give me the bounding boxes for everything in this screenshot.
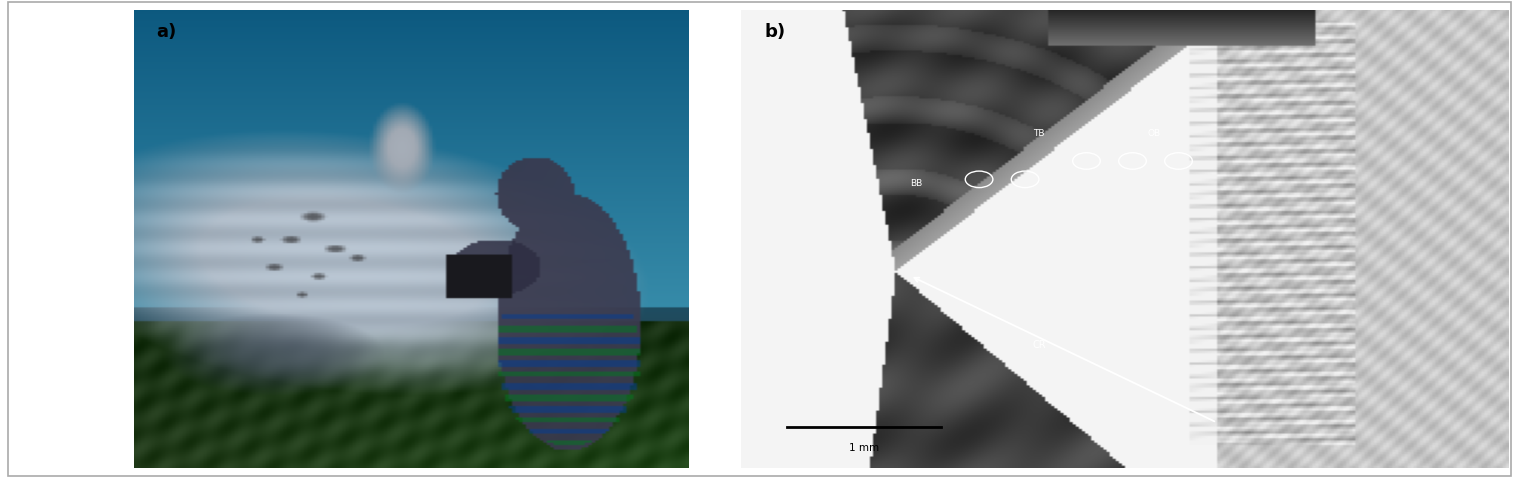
Text: CR: CR [1033, 339, 1047, 349]
Text: BB: BB [910, 179, 922, 188]
Text: b): b) [764, 23, 785, 41]
Text: a): a) [156, 23, 176, 41]
Text: TB: TB [1033, 129, 1044, 138]
Text: OB: OB [1148, 129, 1161, 138]
Text: 1 mm: 1 mm [849, 443, 880, 453]
